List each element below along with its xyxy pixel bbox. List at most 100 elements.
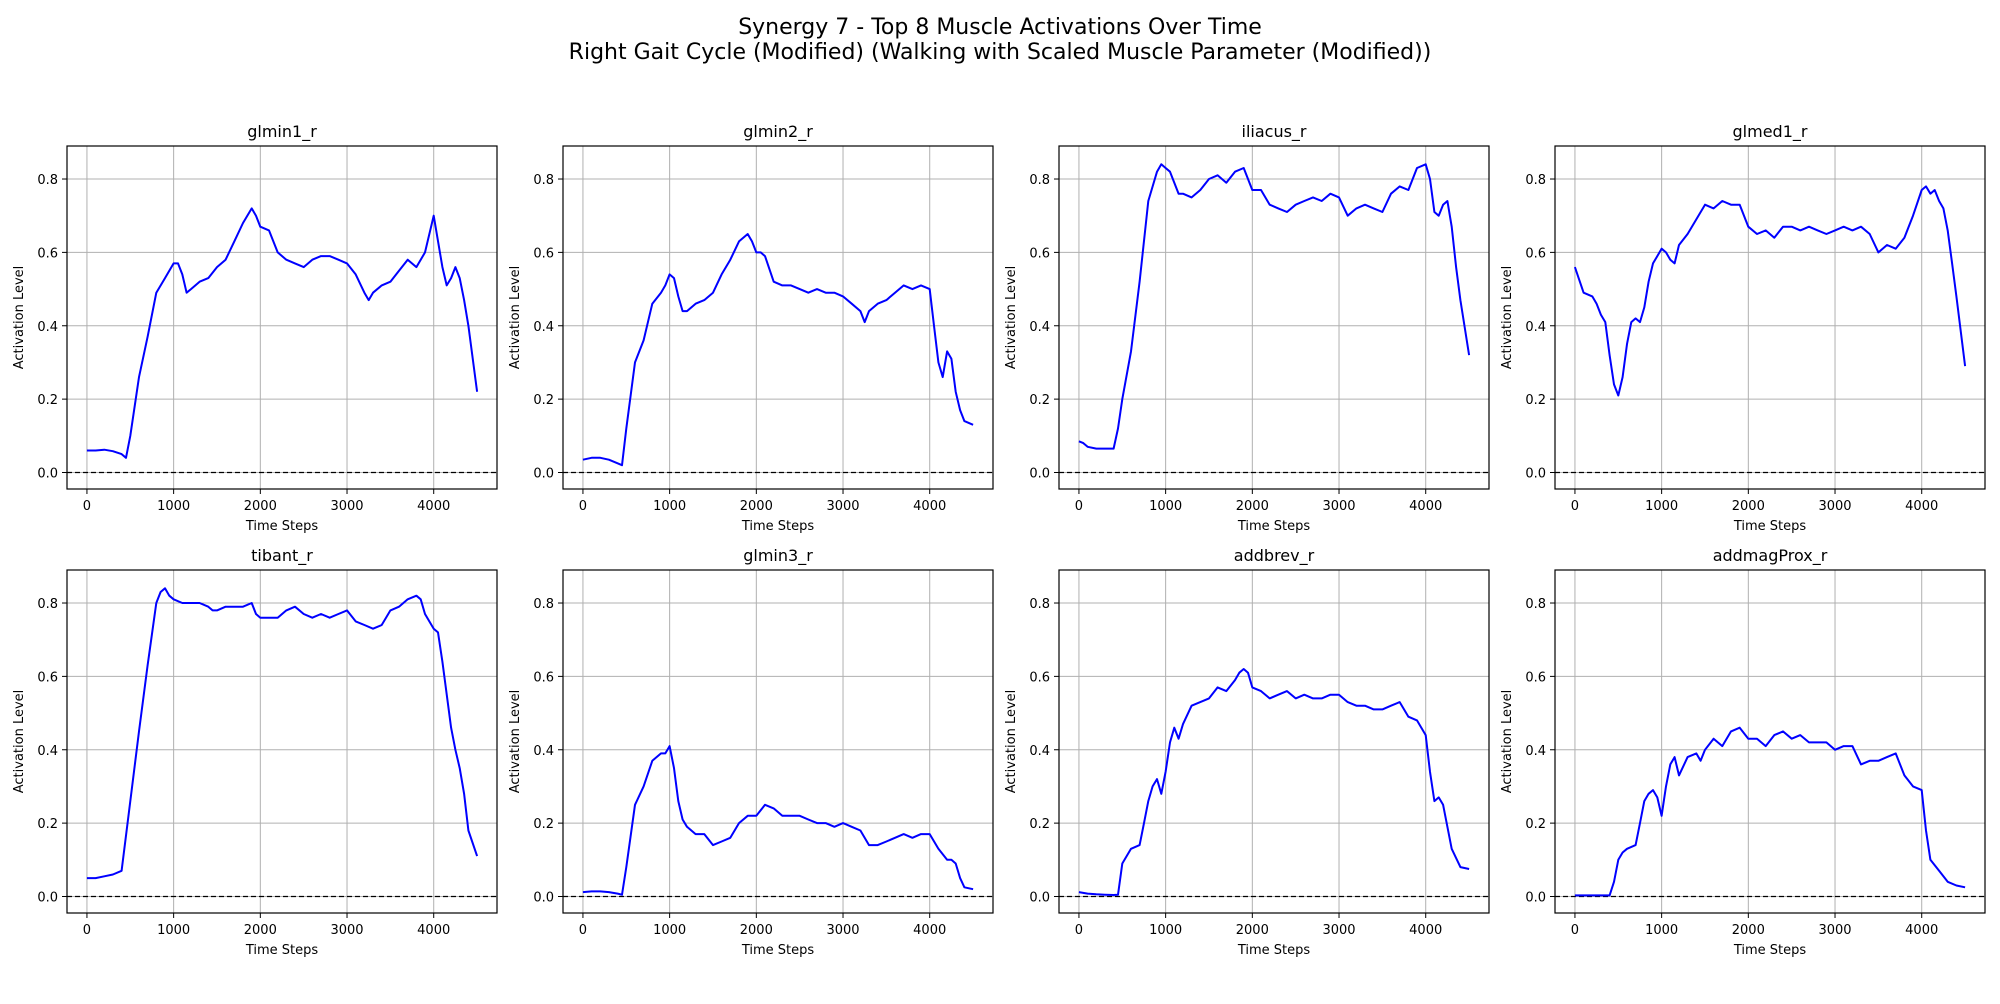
y-tick-label: 0.2 [1525, 817, 1546, 832]
y-tick-label: 0.0 [533, 890, 554, 905]
x-tick-label: 2000 [1236, 499, 1269, 514]
subplot-title: addmagProx_r [1713, 546, 1828, 566]
subplot-4: 0 1000 2000 3000 4000 0.0 0.2 0.4 0.6 0.8 glmed1_r… [1500, 122, 1986, 534]
y-tick-label: 0.4 [1029, 320, 1050, 335]
y-tick-label: 0.2 [1525, 393, 1546, 408]
x-tick-label: 4000 [1905, 923, 1938, 938]
y-tick-label: 0.0 [533, 466, 554, 481]
y-tick-label: 0.2 [37, 817, 58, 832]
x-tick-label: 4000 [913, 499, 946, 514]
x-tick-label: 2000 [740, 499, 773, 514]
activation-line [1573, 185, 1967, 397]
x-tick-label: 3000 [826, 923, 859, 938]
x-axis-label: Time Steps [1237, 519, 1311, 534]
x-tick-label: 3000 [1322, 923, 1355, 938]
axes-frame [1058, 569, 1490, 914]
figure-subtitle: Right Gait Cycle (Modified) (Walking wit… [568, 40, 1432, 65]
x-axis-label: Time Steps [1733, 519, 1807, 534]
subplot-7: 0 1000 2000 3000 4000 0.0 0.2 0.4 0.6 0.8 addbrev_… [1004, 546, 1490, 958]
x-tick-label: 1000 [653, 923, 686, 938]
x-tick-label: 4000 [1905, 499, 1938, 514]
axes-frame [66, 145, 498, 490]
y-tick-label: 0.0 [1029, 466, 1050, 481]
x-tick-label: 4000 [1409, 499, 1442, 514]
y-tick-label: 0.8 [1525, 173, 1546, 188]
subplot-2: 0 1000 2000 3000 4000 0.0 0.2 0.4 0.6 0.8 glmin2_r… [508, 122, 994, 534]
y-axis-label: Activation Level [12, 690, 27, 794]
subplot-1: 0 1000 2000 3000 4000 0.0 0.2 0.4 0.6 0.8 glmin1_r… [12, 122, 498, 534]
subplot-title: glmed1_r [1733, 122, 1808, 142]
x-tick-label: 3000 [1818, 499, 1851, 514]
x-tick-label: 3000 [1818, 923, 1851, 938]
x-tick-label: 4000 [1409, 923, 1442, 938]
y-tick-label: 0.0 [1525, 890, 1546, 905]
axes-frame [1554, 569, 1986, 914]
x-tick-label: 1000 [1645, 499, 1678, 514]
x-tick-label: 4000 [417, 499, 450, 514]
y-tick-label: 0.0 [37, 890, 58, 905]
subplot-5: 0 1000 2000 3000 4000 0.0 0.2 0.4 0.6 0.8 tibant_r… [12, 546, 498, 958]
x-tick-label: 2000 [740, 923, 773, 938]
y-tick-label: 0.6 [533, 246, 554, 261]
x-tick-label: 2000 [244, 499, 277, 514]
y-tick-label: 0.2 [533, 817, 554, 832]
subplot-8: 0 1000 2000 3000 4000 0.0 0.2 0.4 0.6 0.8 addmagPr… [1500, 546, 1986, 958]
x-tick-label: 0 [1075, 923, 1083, 938]
x-tick-label: 4000 [913, 923, 946, 938]
x-axis-label: Time Steps [1237, 943, 1311, 958]
axes-frame [1058, 145, 1490, 490]
axes-frame [66, 569, 498, 914]
subplot-6: 0 1000 2000 3000 4000 0.0 0.2 0.4 0.6 0.8 glmin3_r… [508, 546, 994, 958]
subplot-title: iliacus_r [1242, 122, 1307, 142]
y-tick-label: 0.8 [1029, 597, 1050, 612]
axes-frame [562, 145, 994, 490]
y-tick-label: 0.8 [1029, 173, 1050, 188]
y-tick-label: 0.8 [1525, 597, 1546, 612]
subplot-title: tibant_r [251, 546, 313, 566]
x-axis-label: Time Steps [245, 943, 319, 958]
y-tick-label: 0.2 [37, 393, 58, 408]
subplot-title: addbrev_r [1234, 546, 1315, 566]
y-tick-label: 0.2 [1029, 817, 1050, 832]
x-tick-label: 0 [1075, 499, 1083, 514]
y-axis-label: Activation Level [508, 690, 523, 794]
y-tick-label: 0.0 [1029, 890, 1050, 905]
activation-line [86, 207, 479, 459]
y-tick-label: 0.0 [1525, 466, 1546, 481]
activation-line [582, 745, 974, 896]
y-axis-label: Activation Level [12, 266, 27, 370]
x-tick-label: 0 [83, 923, 91, 938]
y-tick-label: 0.6 [37, 670, 58, 685]
subplot-3: 0 1000 2000 3000 4000 0.0 0.2 0.4 0.6 0.8 iliacus_… [1004, 122, 1490, 534]
x-axis-label: Time Steps [245, 519, 319, 534]
subplot-title: glmin3_r [743, 546, 813, 566]
y-tick-label: 0.4 [1029, 744, 1050, 759]
activation-line [86, 587, 479, 880]
x-tick-label: 0 [1571, 923, 1579, 938]
x-tick-label: 2000 [1236, 923, 1269, 938]
y-axis-label: Activation Level [1004, 266, 1019, 370]
x-tick-label: 2000 [244, 923, 277, 938]
x-tick-label: 1000 [1149, 923, 1182, 938]
y-tick-label: 0.6 [1029, 670, 1050, 685]
y-tick-label: 0.8 [533, 173, 554, 188]
x-tick-label: 3000 [1322, 499, 1355, 514]
y-tick-label: 0.4 [533, 744, 554, 759]
y-tick-label: 0.6 [37, 246, 58, 261]
y-tick-label: 0.6 [1029, 246, 1050, 261]
y-tick-label: 0.8 [37, 173, 58, 188]
x-tick-label: 3000 [330, 923, 363, 938]
axes-frame [1554, 145, 1986, 490]
y-tick-label: 0.4 [37, 320, 58, 335]
activation-line [1078, 163, 1471, 450]
x-tick-label: 4000 [417, 923, 450, 938]
y-tick-label: 0.4 [1525, 744, 1546, 759]
activation-line [1574, 726, 1966, 897]
x-tick-label: 2000 [1732, 923, 1765, 938]
y-tick-label: 0.6 [1525, 670, 1546, 685]
y-tick-label: 0.8 [37, 597, 58, 612]
x-tick-label: 1000 [1149, 499, 1182, 514]
figure-title: Synergy 7 - Top 8 Muscle Activations Ove… [738, 15, 1262, 40]
